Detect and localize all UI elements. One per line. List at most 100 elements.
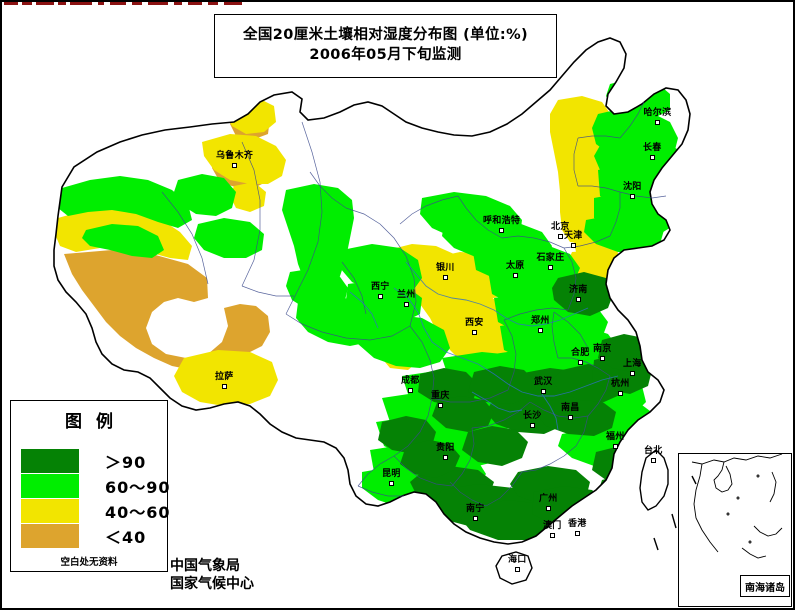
city-label-台北: 台北 [644, 446, 663, 456]
city-label-呼和浩特: 呼和浩特 [483, 216, 521, 226]
top-edge-dash [98, 2, 104, 5]
city-label-贵阳: 贵阳 [436, 443, 455, 453]
city-label-南京: 南京 [593, 344, 612, 354]
city-label-杭州: 杭州 [611, 379, 630, 389]
city-dot-银川 [443, 275, 448, 280]
top-edge-dash [132, 2, 142, 5]
city-label-郑州: 郑州 [531, 316, 550, 326]
city-dot-昆明 [389, 481, 394, 486]
credit-line1: 中国气象局 [170, 558, 240, 574]
legend-row-2: 40～60 [21, 498, 170, 523]
city-label-长沙: 长沙 [523, 411, 542, 421]
city-dot-石家庄 [548, 265, 553, 270]
city-dot-福州 [613, 444, 618, 449]
map-boundaries [53, 37, 691, 545]
city-dot-南宁 [473, 516, 478, 521]
city-dot-呼和浩特 [499, 228, 504, 233]
city-dot-沈阳 [630, 194, 635, 199]
top-edge-dash [36, 2, 54, 5]
city-label-太原: 太原 [506, 261, 525, 271]
legend-box: 图例 ＞90 60～90 40～60 ＜40 空白处无资料 [10, 400, 170, 572]
rivers [349, 261, 619, 431]
top-edge-dash [4, 2, 18, 5]
legend-swatch-1 [21, 473, 79, 498]
city-dot-香港 [575, 531, 580, 536]
city-dot-兰州 [404, 302, 409, 307]
city-label-长春: 长春 [643, 143, 662, 153]
legend-swatch-3 [21, 523, 79, 548]
credit-line2: 国家气候中心 [170, 575, 254, 592]
province-borders [161, 101, 667, 507]
city-label-哈尔滨: 哈尔滨 [643, 108, 672, 118]
city-label-澳门: 澳门 [543, 521, 562, 531]
city-dot-南京 [600, 356, 605, 361]
city-dot-天津 [571, 243, 576, 248]
city-label-广州: 广州 [539, 494, 558, 504]
city-label-合肥: 合肥 [571, 348, 590, 358]
top-edge-dash [208, 2, 218, 5]
top-edge-dash [110, 2, 126, 5]
city-dot-合肥 [578, 360, 583, 365]
city-label-沈阳: 沈阳 [623, 182, 642, 192]
city-label-重庆: 重庆 [431, 391, 450, 401]
city-label-海口: 海口 [508, 555, 527, 565]
city-dot-贵阳 [443, 455, 448, 460]
city-label-成都: 成都 [401, 376, 420, 386]
inset-map-content [691, 453, 783, 559]
city-label-兰州: 兰州 [397, 290, 416, 300]
city-dot-哈尔滨 [655, 120, 660, 125]
top-edge-dash [22, 2, 32, 5]
city-label-西宁: 西宁 [371, 282, 390, 292]
city-dot-西安 [472, 330, 477, 335]
city-dot-上海 [630, 371, 635, 376]
legend-row-3: ＜40 [21, 523, 167, 548]
moisture-raster-layer [54, 78, 684, 540]
city-label-武汉: 武汉 [534, 377, 553, 387]
city-label-香港: 香港 [568, 519, 587, 529]
legend-heading: 图例 [65, 412, 127, 432]
city-label-乌鲁木齐: 乌鲁木齐 [216, 151, 254, 161]
city-dot-长沙 [530, 423, 535, 428]
city-dot-成都 [408, 388, 413, 393]
city-dot-郑州 [538, 328, 543, 333]
city-label-石家庄: 石家庄 [536, 253, 565, 263]
class-gt90-regions [378, 272, 654, 540]
top-edge-dash [188, 2, 202, 5]
city-dot-乌鲁木齐 [232, 163, 237, 168]
city-label-昆明: 昆明 [382, 469, 401, 479]
outlying-marks [653, 475, 697, 551]
top-edge-artifact [2, 2, 793, 6]
city-label-南宁: 南宁 [466, 504, 485, 514]
top-edge-dash [174, 2, 182, 5]
city-dot-澳门 [550, 533, 555, 538]
top-edge-dash [70, 2, 92, 5]
city-dot-西宁 [378, 294, 383, 299]
south-china-sea-inset-label: 南海诸岛 [740, 575, 790, 597]
legend-swatch-2 [21, 498, 79, 523]
top-edge-dash [58, 2, 66, 5]
city-dot-太原 [513, 273, 518, 278]
city-dot-北京 [558, 234, 563, 239]
hainan-outline [495, 551, 533, 585]
legend-no-data-note: 空白处无资料 [60, 557, 118, 568]
national-border [53, 37, 691, 545]
city-label-天津: 天津 [564, 231, 583, 241]
legend-swatch-0 [21, 448, 79, 473]
map-title-line1: 全国20厘米土壤相对湿度分布图 (单位:%) [242, 27, 529, 44]
legend-row-1: 60～90 [21, 473, 170, 498]
legend-label-0: ＞90 [105, 452, 147, 472]
taiwan-outline [639, 449, 669, 511]
city-dot-杭州 [618, 391, 623, 396]
city-dot-济南 [576, 297, 581, 302]
city-dot-拉萨 [222, 384, 227, 389]
city-label-西安: 西安 [465, 318, 484, 328]
legend-label-3: ＜40 [105, 527, 147, 547]
city-label-济南: 济南 [569, 285, 588, 295]
city-label-福州: 福州 [606, 432, 625, 442]
city-label-银川: 银川 [436, 263, 455, 273]
top-edge-dash [148, 2, 168, 5]
city-label-上海: 上海 [623, 359, 642, 369]
city-dot-海口 [515, 567, 520, 572]
